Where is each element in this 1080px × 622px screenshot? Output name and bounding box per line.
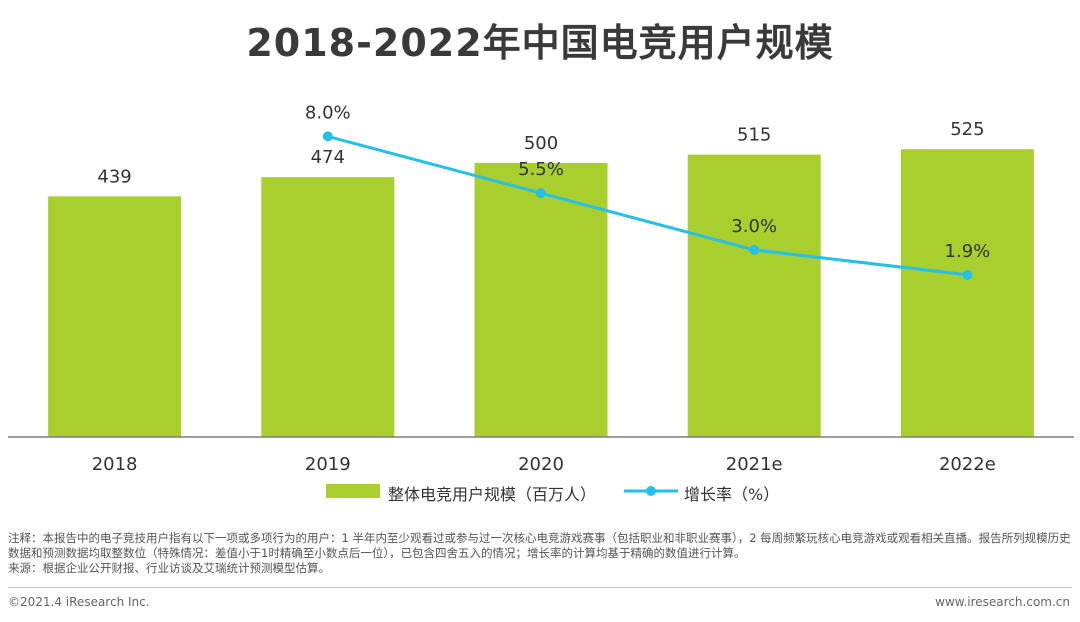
growth-rate-line xyxy=(327,134,968,277)
growth-point-2022e xyxy=(962,269,973,280)
legend-bar-label: 整体电竞用户规模（百万人） xyxy=(388,485,597,504)
growth-point-2019 xyxy=(322,131,333,142)
growth-label-2021e: 3.0% xyxy=(731,216,777,237)
copyright: ©2021.4 iResearch Inc. xyxy=(8,595,150,609)
x-tick-label-2018: 2018 xyxy=(92,454,138,475)
note-definition: 注释：本报告中的电子竞技用户指有以下一项或多项行为的用户：1 半年内至少观看过或… xyxy=(8,531,1071,560)
bar-2020 xyxy=(474,162,608,437)
bar-value-label-2022e: 525 xyxy=(950,119,984,140)
legend-bar-swatch xyxy=(326,484,380,498)
growth-point-2021e xyxy=(749,244,760,255)
bar-value-label-2019: 474 xyxy=(311,147,345,168)
footnotes: 注释：本报告中的电子竞技用户指有以下一项或多项行为的用户：1 半年内至少观看过或… xyxy=(8,531,1074,576)
chart-area: 439 2018 474 2019 500 2020 515 2021e 525 2022e 8.0… xyxy=(8,102,1074,475)
footer-divider xyxy=(8,587,1072,588)
growth-label-2019: 8.0% xyxy=(305,102,351,123)
chart-title: 2018-2022年中国电竞用户规模 xyxy=(246,21,834,65)
note-source: 来源：根据企业公开财报、行业访谈及艾瑞统计预测模型估算。 xyxy=(8,561,330,575)
bar-2019 xyxy=(261,177,395,437)
growth-point-2020 xyxy=(536,188,546,199)
bar-value-label-2020: 500 xyxy=(524,133,558,154)
x-tick-label-2020: 2020 xyxy=(518,454,564,475)
x-tick-label-2022e: 2022e xyxy=(939,454,996,475)
growth-label-2022e: 1.9% xyxy=(945,241,991,262)
website: www.iresearch.com.cn xyxy=(935,595,1070,609)
bar-2022e xyxy=(900,149,1034,437)
bar-2021e xyxy=(687,154,821,437)
bar-value-label-2021e: 515 xyxy=(737,125,771,146)
growth-label-2020: 5.5% xyxy=(518,159,564,180)
legend-line-icon xyxy=(624,486,678,496)
x-tick-label-2021e: 2021e xyxy=(726,454,783,475)
x-tick-label-2019: 2019 xyxy=(305,454,351,475)
bar-2018 xyxy=(48,196,182,437)
bar-value-label-2018: 439 xyxy=(97,166,131,187)
legend-line-label: 增长率（%） xyxy=(684,485,780,504)
